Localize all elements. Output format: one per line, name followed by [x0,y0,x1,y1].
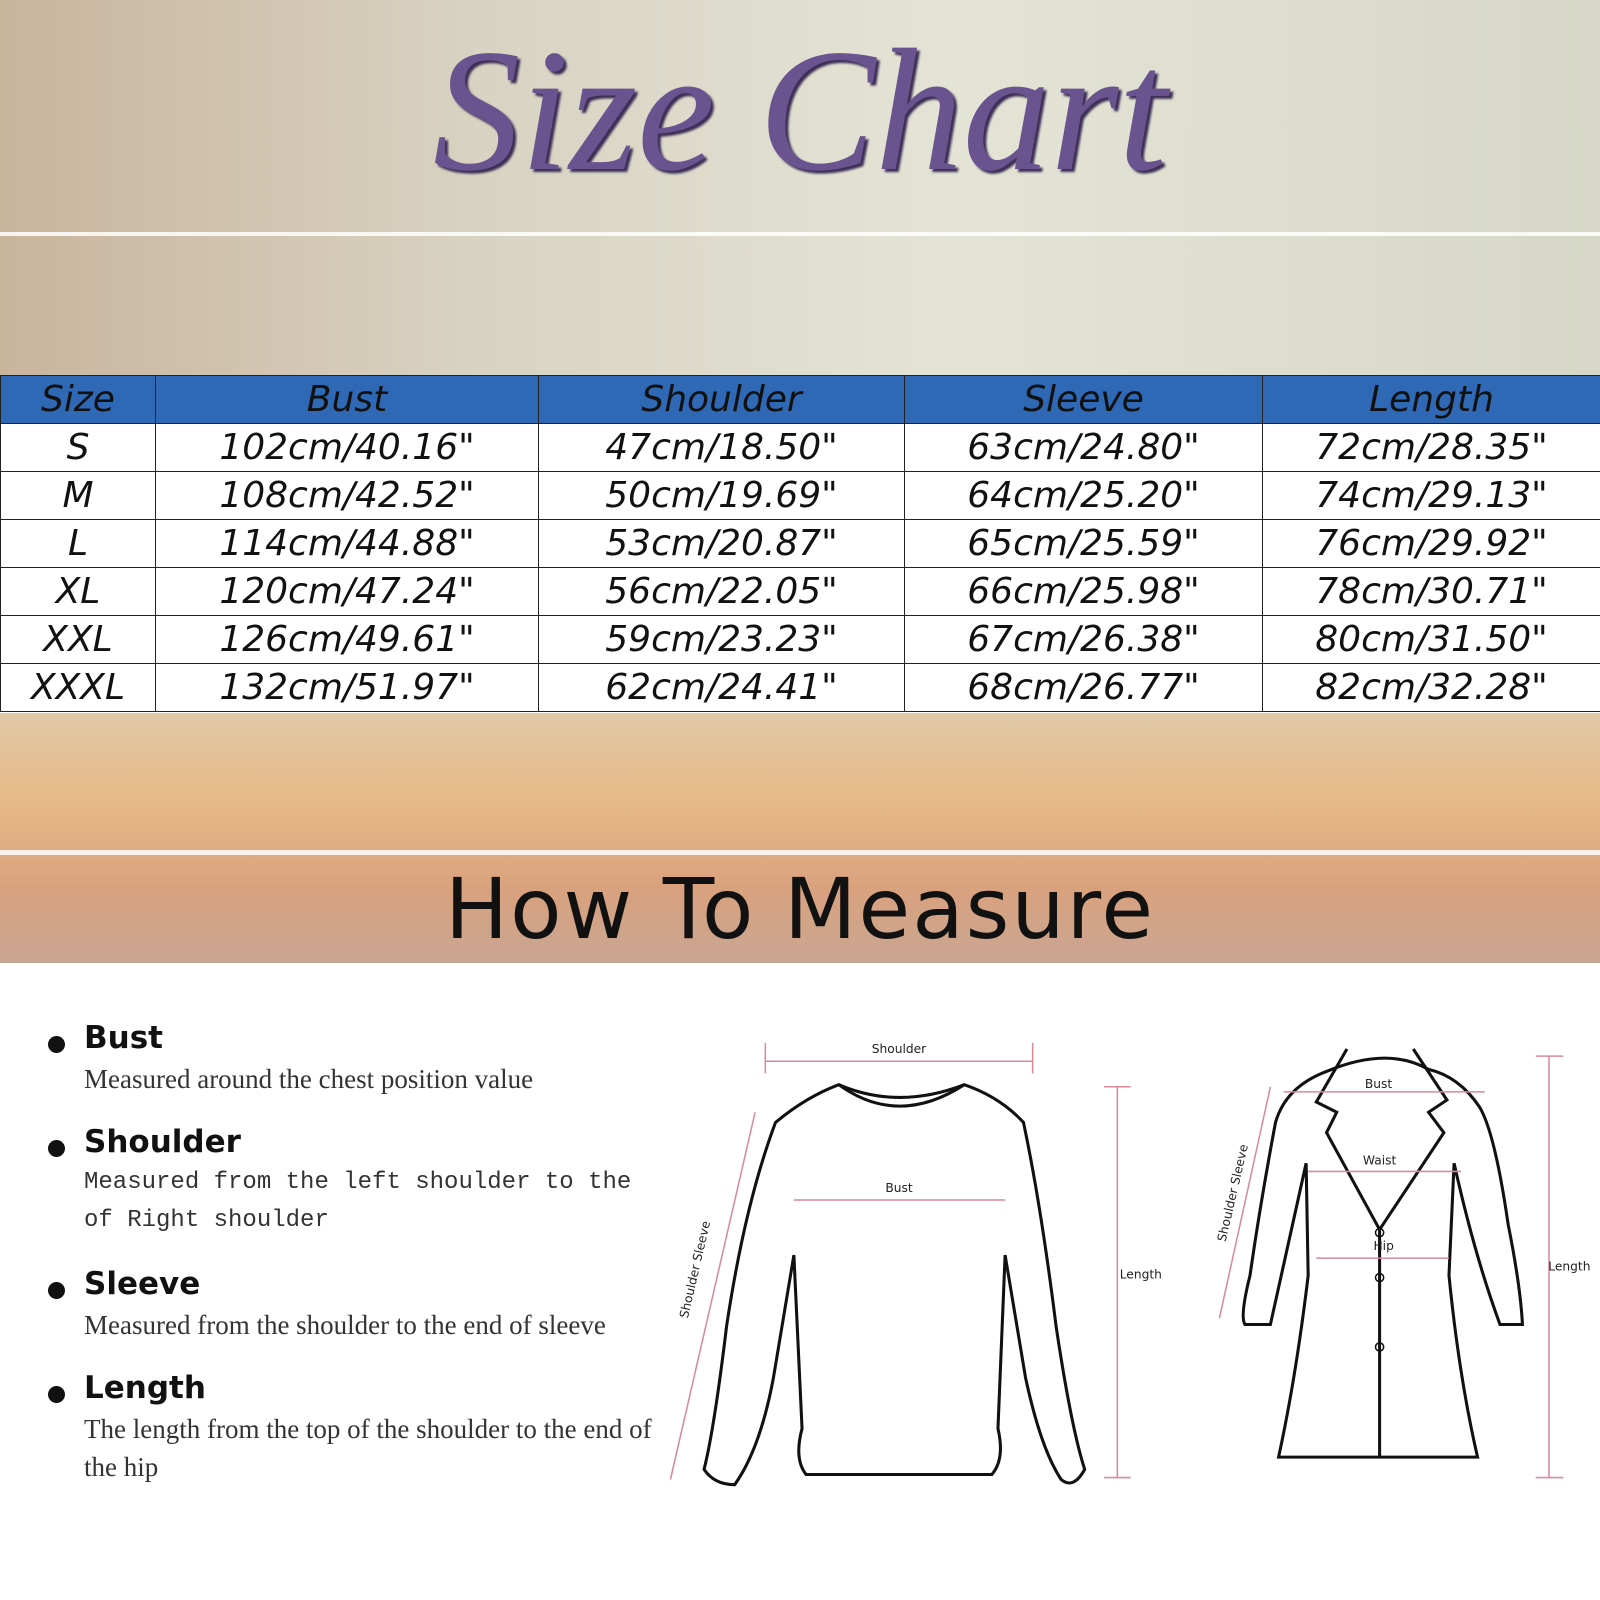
table-cell: S [0,423,156,472]
header-cell: Shoulder [538,375,905,424]
header-cell: Length [1262,375,1600,424]
table-cell: 78cm/30.71" [1262,567,1600,616]
diagram-label: Shoulder Sleeve [1215,1143,1251,1243]
measure-name: Bust [84,1020,163,1056]
table-cell: 114cm/44.88" [155,519,539,568]
table-cell: 63cm/24.80" [904,423,1263,472]
measure-item: Sleeve Measured from the shoulder to the … [40,1266,640,1344]
measure-item: Shoulder Measured from the left shoulder … [40,1124,640,1240]
measure-text: The length from the top of the shoulder … [84,1414,652,1482]
measure-item: Bust Measured around the chest position v… [40,1020,640,1098]
table-cell: XXL [0,615,156,664]
table-cell: 50cm/19.69" [538,471,905,520]
measure-text: Measured from the shoulder to the end of… [84,1310,606,1340]
diagram-label: Waist [1363,1153,1397,1167]
table-cell: 62cm/24.41" [538,663,905,712]
sweater: Shoulder Bust Shoulder Sleeve Length [669,1042,1162,1487]
table-cell: 68cm/26.77" [904,663,1263,712]
diagram-label: Shoulder [872,1042,927,1056]
table-cell: 72cm/28.35" [1262,423,1600,472]
measure-name: Sleeve [84,1266,201,1302]
diagram-label: Length [1548,1259,1590,1273]
table-cell: 132cm/51.97" [155,663,539,712]
table-cell: M [0,471,156,520]
table-cell: 82cm/32.28" [1262,663,1600,712]
table-row: S 102cm/40.16" 47cm/18.50" 63cm/24.80" 72cm/… [0,423,1600,472]
header-band [0,0,1600,375]
table-cell: 76cm/29.92" [1262,519,1600,568]
header-cell: Sleeve [904,375,1263,424]
size-table: Size Bust Shoulder Sleeve Length S 102cm/40.16… [0,375,1600,712]
table-cell: 67cm/26.38" [904,615,1263,664]
diagram-label: Shoulder Sleeve [677,1220,713,1320]
table-cell: 102cm/40.16" [155,423,539,472]
header-row: Size Bust Shoulder Sleeve Length [0,375,1600,424]
header-cell: Bust [155,375,539,424]
title: Size Chart [432,13,1168,207]
measure-text: Measured from the left shoulder to the o… [84,1169,632,1234]
measure-list: Bust Measured around the chest position v… [40,1020,652,1512]
table-cell: 74cm/29.13" [1262,471,1600,520]
diagram-label: Length [1120,1268,1162,1282]
table-cell: 66cm/25.98" [904,567,1263,616]
diagram-label: Bust [1365,1077,1393,1091]
table-cell: 80cm/31.50" [1262,615,1600,664]
section-band [0,713,1600,963]
measure-name: Shoulder [84,1124,241,1160]
diagram-label: Hip [1373,1239,1394,1253]
header-cell: Size [0,375,156,424]
table-cell: 120cm/47.24" [155,567,539,616]
table-row: L 114cm/44.88" 53cm/20.87" 65cm/25.59" 76cm/… [0,519,1600,568]
section-title: How To Measure [444,860,1156,958]
measure-name: Length [84,1370,206,1406]
table-row: XL 120cm/47.24" 56cm/22.05" 66cm/25.98" 78cm… [0,567,1600,616]
measure-item: Length The length from the top of the sho… [40,1370,652,1486]
table-row: XXXL 132cm/51.97" 62cm/24.41" 68cm/26.77" 82… [0,663,1600,712]
coat: Bust Waist Hip Shoulder Sleeve Length [1215,1048,1590,1479]
diagram-label: Bust [885,1181,913,1195]
measure-text: Measured around the chest position value [84,1064,534,1094]
table-cell: 47cm/18.50" [538,423,905,472]
table-cell: 56cm/22.05" [538,567,905,616]
